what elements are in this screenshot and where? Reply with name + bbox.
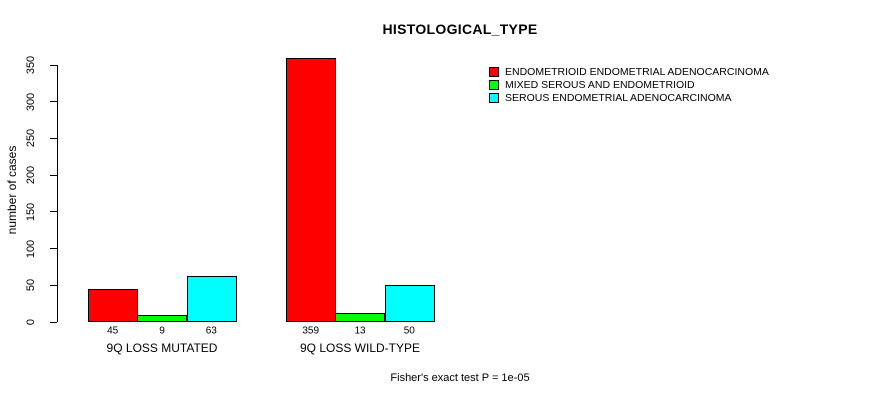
y-tick [50, 137, 57, 139]
y-tick [50, 101, 57, 103]
legend-label: MIXED SEROUS AND ENDOMETRIOID [505, 78, 695, 91]
legend-swatch [489, 66, 499, 77]
bar [286, 58, 336, 322]
legend-item: ENDOMETRIOID ENDOMETRIAL ADENOCARCINOMA [489, 65, 769, 78]
legend-item: MIXED SEROUS AND ENDOMETRIOID [489, 78, 769, 91]
y-tick-label: 200 [25, 165, 37, 185]
bar [335, 312, 386, 322]
bar-value-label: 359 [302, 325, 320, 337]
legend: ENDOMETRIOID ENDOMETRIAL ADENOCARCINOMA M… [489, 65, 769, 105]
y-tick [50, 211, 57, 213]
y-tick-label: 250 [25, 129, 37, 148]
y-tick [50, 174, 57, 176]
bar [88, 289, 138, 322]
legend-label: SEROUS ENDOMETRIAL ADENOCARCINOMA [505, 91, 732, 104]
bar-value-label: 9 [159, 325, 165, 337]
y-tick-label: 100 [25, 239, 37, 258]
y-tick [50, 64, 57, 66]
bar-value-label: 13 [354, 325, 366, 337]
legend-item: SEROUS ENDOMETRIAL ADENOCARCINOMA [489, 91, 769, 104]
y-axis-label: number of cases [5, 145, 19, 235]
legend-label: ENDOMETRIOID ENDOMETRIAL ADENOCARCINOMA [505, 65, 769, 78]
y-axis-line [57, 65, 58, 322]
chart-title: HISTOLOGICAL_TYPE [382, 21, 538, 37]
bar-value-label: 45 [107, 325, 119, 337]
y-tick [50, 248, 57, 250]
legend-swatch [489, 92, 499, 103]
bar-value-label: 63 [205, 325, 217, 337]
y-tick-label: 0 [25, 318, 37, 326]
footer-annotation: Fisher's exact test P = 1e-05 [390, 372, 530, 384]
y-tick-label: 300 [25, 92, 37, 111]
x-category-label: 9Q LOSS MUTATED [106, 341, 218, 355]
y-tick [50, 321, 57, 323]
bar [137, 315, 188, 322]
bar-value-label: 50 [403, 325, 415, 337]
y-tick-label: 350 [25, 55, 37, 75]
y-tick [50, 284, 57, 286]
bar [384, 285, 435, 322]
legend-swatch [489, 79, 499, 90]
y-tick-label: 150 [25, 202, 37, 222]
bar [186, 275, 237, 322]
x-category-label: 9Q LOSS WILD-TYPE [299, 341, 421, 355]
y-tick-label: 50 [25, 279, 37, 292]
